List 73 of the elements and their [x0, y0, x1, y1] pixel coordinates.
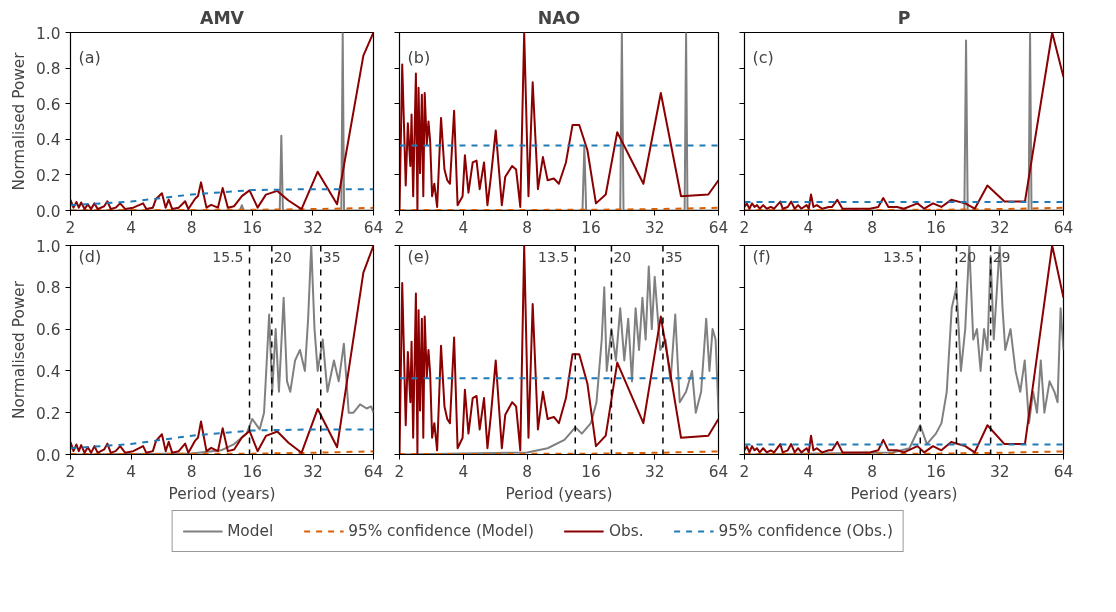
ref-line-label: 15.5	[212, 248, 244, 265]
x-tick-label: 4	[126, 218, 136, 237]
x-tick-label: 32	[644, 462, 665, 481]
x-tick-label: 32	[989, 462, 1010, 481]
x-tick-label: 4	[803, 218, 814, 237]
x-tick-label: 8	[867, 218, 877, 237]
y-tick-label: 0.2	[36, 404, 61, 423]
x-tick-label: 4	[803, 462, 814, 481]
x-tick-label: 8	[522, 462, 532, 481]
x-tick-label: 16	[242, 218, 263, 237]
annotation: (f)	[752, 247, 771, 266]
y-tick-label: 0.0	[36, 202, 61, 221]
x-tick-label: 16	[926, 462, 946, 481]
x-tick-label: 8	[867, 462, 877, 481]
x-tick-label: 2	[739, 218, 750, 237]
x-tick-label: 8	[186, 462, 197, 481]
x-tick-label: 2	[394, 462, 405, 481]
x-tick-label: 32	[989, 218, 1010, 237]
legend-label: 95% confidence (Obs.)	[718, 522, 893, 540]
y-tick-label: 1.0	[36, 24, 61, 43]
x-tick-label: 64	[708, 462, 729, 481]
y-tick-label: 0.6	[36, 95, 61, 114]
x-tick-label: 64	[363, 218, 384, 237]
y-axis-title: Normalised Power	[10, 51, 29, 191]
x-tick-label: 4	[458, 218, 469, 237]
x-tick-label: 16	[242, 462, 263, 481]
x-tick-label: 64	[363, 462, 384, 481]
annotation: (e)	[407, 247, 430, 266]
ref-line-label: 35	[322, 248, 341, 265]
legend-label: 95% confidence (Model)	[348, 522, 534, 540]
x-tick-label: 64	[1053, 462, 1074, 481]
ref-line-label: 13.5	[538, 248, 570, 265]
ref-line-label: 35	[664, 248, 683, 265]
annotation: (d)	[78, 247, 102, 266]
x-tick-label: 16	[581, 462, 601, 481]
y-tick-label: 1.0	[36, 237, 61, 256]
y-tick-label: 0.4	[36, 362, 61, 381]
x-tick-label: 4	[126, 462, 136, 481]
y-tick-label: 0.8	[36, 279, 61, 298]
x-tick-label: 2	[739, 462, 750, 481]
x-axis-title: Period (years)	[168, 484, 276, 503]
chart-title: NAO	[537, 7, 581, 28]
y-tick-label: 0.6	[36, 321, 61, 340]
ref-line-label: 20	[613, 248, 632, 265]
y-axis-title: Normalised Power	[10, 280, 29, 420]
legend-label: Obs.	[608, 522, 644, 540]
ref-line-label: 13.5	[883, 248, 915, 265]
x-tick-label: 2	[65, 462, 76, 481]
ref-line-label: 20	[273, 248, 292, 265]
x-tick-label: 16	[581, 218, 601, 237]
x-tick-label: 2	[65, 218, 76, 237]
annotation: (b)	[407, 48, 431, 67]
x-tick-label: 16	[926, 218, 946, 237]
chart-title: P	[897, 7, 911, 28]
x-tick-label: 32	[303, 218, 323, 237]
x-tick-label: 64	[708, 218, 729, 237]
x-axis-title: Period (years)	[505, 484, 613, 503]
y-tick-label: 0.2	[36, 166, 61, 185]
chart-title: AMV	[199, 7, 245, 28]
annotation: (a)	[78, 48, 101, 67]
y-tick-label: 0.0	[36, 446, 61, 465]
x-tick-label: 8	[522, 218, 532, 237]
x-tick-label: 32	[303, 462, 323, 481]
x-tick-label: 2	[394, 218, 405, 237]
x-tick-label: 32	[644, 218, 665, 237]
annotation: (c)	[752, 48, 774, 67]
x-tick-label: 4	[458, 462, 469, 481]
x-tick-label: 8	[186, 218, 197, 237]
x-axis-title: Period (years)	[850, 484, 958, 503]
legend-label: Model	[227, 522, 274, 540]
y-tick-label: 0.8	[36, 60, 61, 79]
x-tick-label: 64	[1053, 218, 1074, 237]
y-tick-label: 0.4	[36, 131, 61, 150]
